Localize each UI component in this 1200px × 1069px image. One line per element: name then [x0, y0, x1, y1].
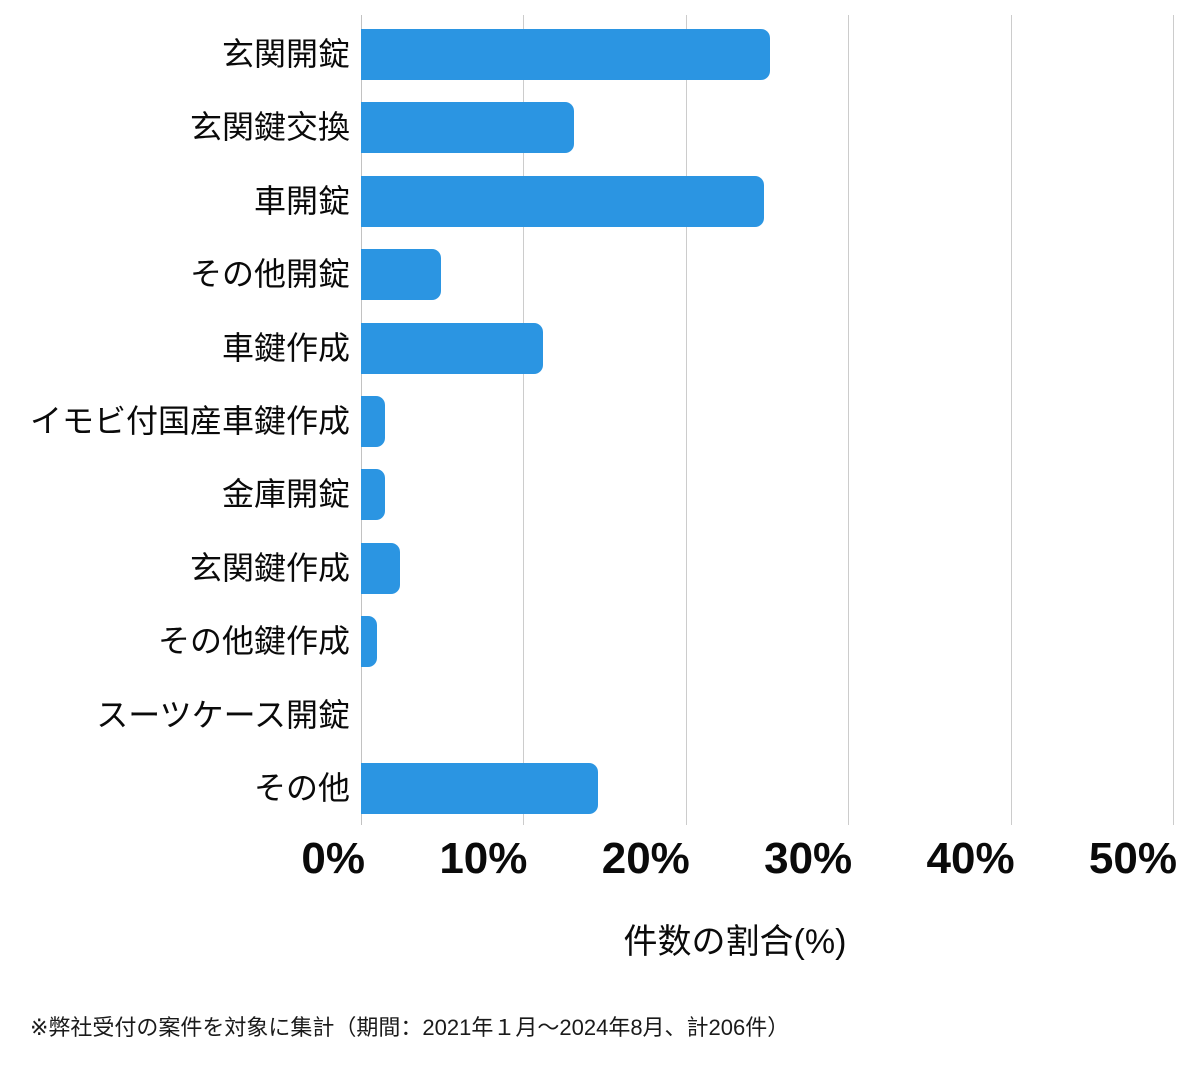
- x-tick-label: 50%: [1088, 834, 1177, 883]
- x-tick-label: 30%: [764, 834, 853, 883]
- plot-area: [361, 15, 1174, 825]
- gridline: [523, 15, 525, 825]
- bar: [361, 542, 400, 594]
- gridline: [848, 15, 850, 825]
- category-label: その他鍵作成: [157, 623, 350, 660]
- x-axis-ticks: 0% 10% 20% 30% 40% 50%: [301, 834, 1177, 890]
- bar: [361, 249, 441, 301]
- x-tick-label: 40%: [926, 834, 1015, 883]
- bar: [361, 616, 378, 668]
- category-label: スーツケース開錠: [96, 696, 350, 733]
- x-tick-label: 10%: [439, 834, 528, 883]
- category-label: 玄関鍵交換: [189, 109, 350, 146]
- category-label: その他開錠: [189, 256, 350, 293]
- gridline: [685, 15, 687, 825]
- category-label: 金庫開錠: [221, 476, 350, 513]
- bar: [361, 396, 386, 447]
- bar: [361, 469, 386, 521]
- bar: [361, 322, 543, 374]
- x-tick-label: 20%: [601, 834, 690, 883]
- gridline: [1173, 15, 1174, 825]
- footnote: ※弊社受付の案件を対象に集計（期間：2021年１月～2024年8月、計206件）: [30, 1015, 790, 1040]
- bar: [361, 763, 599, 814]
- bar: [361, 29, 771, 80]
- category-label: 車鍵作成: [221, 329, 350, 366]
- category-label: 車開錠: [253, 182, 350, 219]
- category-label: 玄関鍵作成: [189, 549, 350, 586]
- category-label: イモビ付国産車鍵作成: [29, 403, 350, 439]
- bar: [361, 175, 764, 227]
- category-label: 玄関開錠: [221, 36, 350, 72]
- bar: [361, 102, 574, 154]
- gridline: [1010, 15, 1012, 825]
- x-axis-title: 件数の割合(%): [623, 923, 847, 961]
- x-tick-label: 0%: [301, 834, 365, 883]
- category-label: その他: [253, 770, 350, 806]
